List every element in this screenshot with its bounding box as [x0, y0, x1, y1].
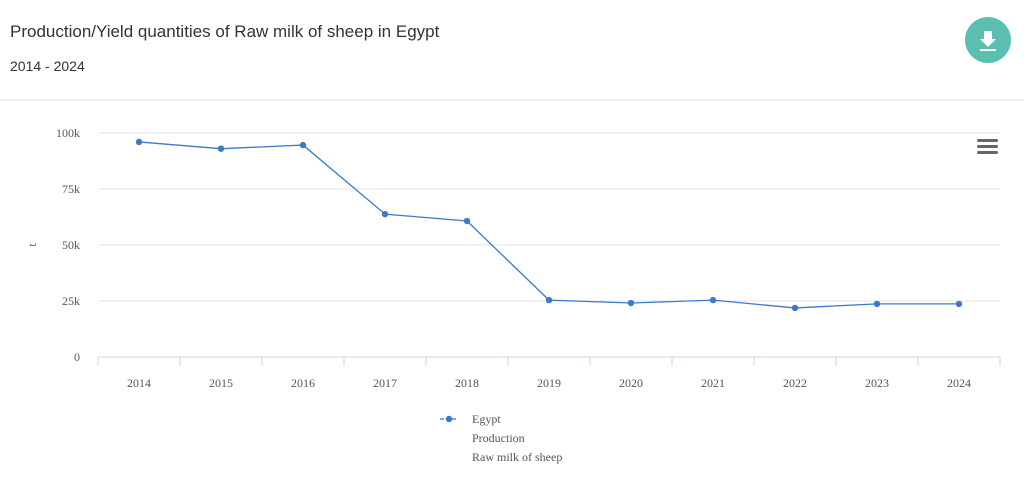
y-tick-label: 75k — [62, 182, 80, 196]
data-point — [955, 300, 963, 308]
x-tick-label: 2015 — [209, 376, 233, 390]
legend-label: Egypt — [472, 412, 501, 426]
series-line — [138, 141, 959, 309]
menu-bar[interactable] — [977, 151, 998, 154]
x-tick-label: 2024 — [947, 376, 971, 390]
menu-bar[interactable] — [977, 139, 998, 142]
x-tick-label: 2016 — [291, 376, 315, 390]
x-tick-label: 2023 — [865, 376, 889, 390]
x-tick-label: 2021 — [701, 376, 725, 390]
x-tick-label: 2022 — [783, 376, 807, 390]
data-point — [791, 304, 799, 312]
x-tick-label: 2019 — [537, 376, 561, 390]
menu-button[interactable] — [977, 139, 998, 154]
x-tick-label: 2014 — [127, 376, 151, 390]
data-point — [873, 300, 881, 308]
data-point — [463, 217, 471, 225]
download-icon[interactable] — [980, 31, 996, 51]
chart-title: Production/Yield quantities of Raw milk … — [10, 22, 440, 41]
data-point — [217, 145, 225, 152]
y-tick-label: 0 — [74, 350, 80, 364]
chart-subtitle: 2014 - 2024 — [10, 58, 85, 74]
data-point — [709, 296, 717, 304]
data-point — [299, 141, 307, 149]
x-tick-label: 2020 — [619, 376, 643, 390]
menu-bar[interactable] — [977, 145, 998, 148]
y-tick-label: 50k — [62, 238, 80, 252]
x-tick-label: 2018 — [455, 376, 479, 390]
data-point — [135, 138, 143, 146]
download-button[interactable] — [965, 17, 1011, 63]
data-point — [545, 296, 553, 304]
legend-label: Production — [472, 431, 525, 445]
legend-symbol-dot — [445, 415, 453, 423]
data-point — [381, 210, 389, 218]
y-tick-label: 25k — [62, 294, 80, 308]
y-tick-label: 100k — [56, 126, 80, 140]
y-axis-label: t — [25, 243, 39, 247]
data-point — [627, 299, 635, 307]
legend-label: Raw milk of sheep — [472, 450, 562, 464]
x-tick-label: 2017 — [373, 376, 397, 390]
